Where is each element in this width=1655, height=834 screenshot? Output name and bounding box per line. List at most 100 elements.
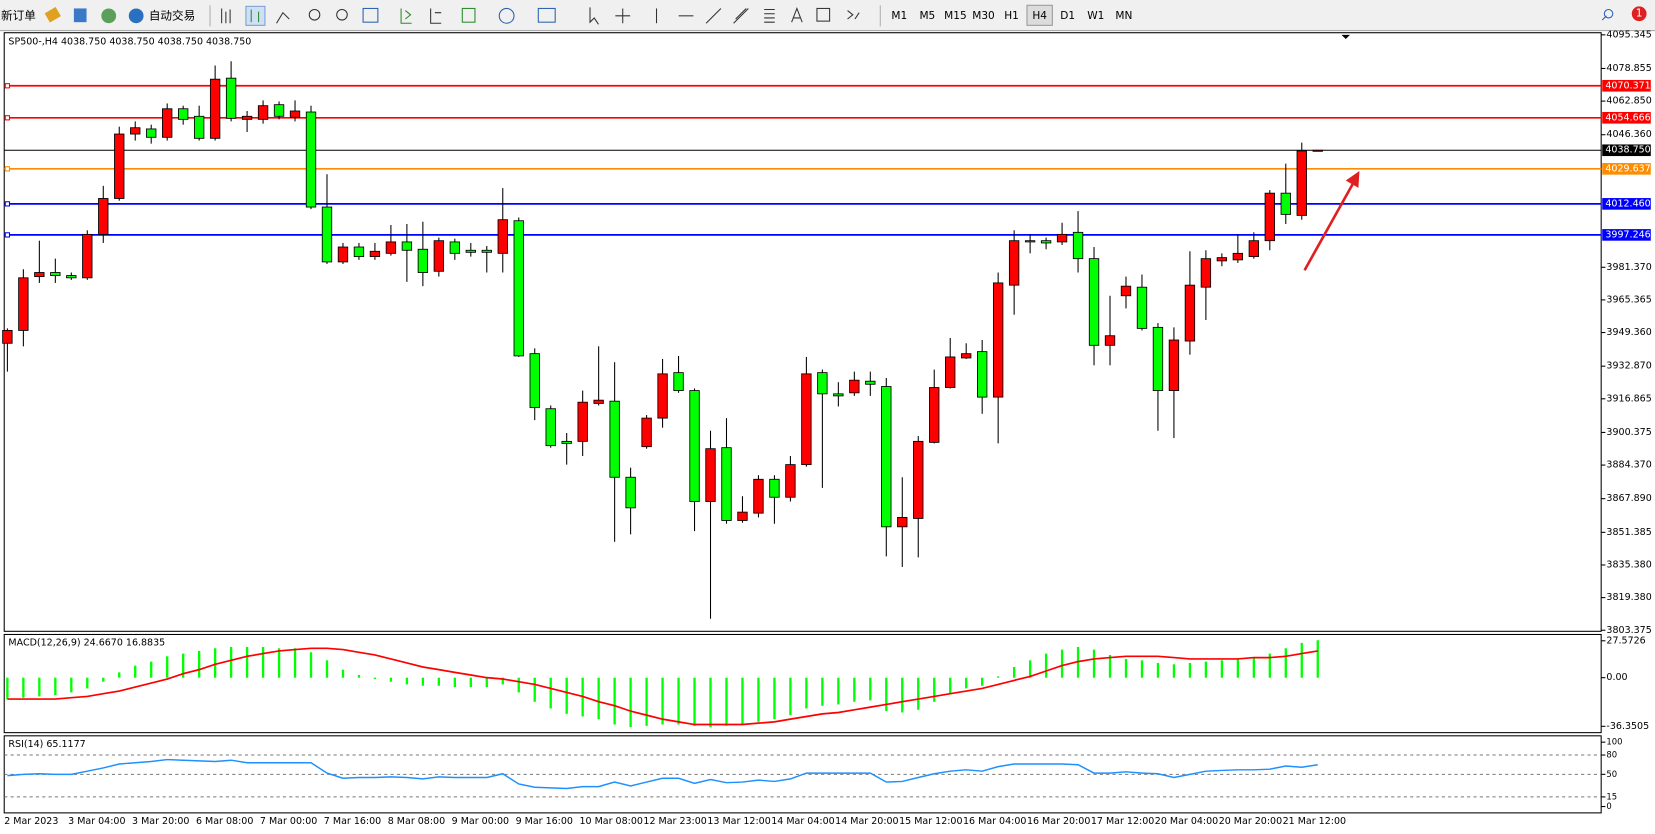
candle-body <box>82 233 93 279</box>
level-label: 4029.637 <box>1605 163 1650 174</box>
timeframe-button[interactable]: M1 <box>891 10 907 22</box>
candle-body <box>465 249 476 253</box>
x-tick-label: 15 Mar 12:00 <box>899 816 962 827</box>
x-tick-label: 2 Mar 2023 <box>4 816 58 827</box>
x-tick-label: 20 Mar 20:00 <box>1219 816 1282 827</box>
indicator-label: RSI(14) 65.1177 <box>8 739 85 750</box>
level-label-bg <box>1602 229 1651 241</box>
timeframe-button[interactable]: D1 <box>1060 10 1075 22</box>
level-handle <box>4 201 11 207</box>
notification-badge[interactable] <box>1631 6 1647 22</box>
candle-body <box>337 246 349 263</box>
candle-body <box>417 248 429 273</box>
x-tick-label: 14 Mar 20:00 <box>835 816 898 827</box>
chart-type-icons[interactable] <box>221 5 1614 27</box>
candle-body <box>561 440 572 444</box>
chart-title: SP500-,H4 4038.750 4038.750 4038.750 403… <box>8 37 251 48</box>
indicators-icon[interactable] <box>461 7 476 23</box>
candle-body <box>1040 240 1052 244</box>
level-label: 4070.371 <box>1605 80 1650 91</box>
arrows-icon[interactable] <box>847 10 860 20</box>
candle-body <box>769 478 780 498</box>
candle-body <box>913 440 924 519</box>
text-icon[interactable] <box>791 6 803 23</box>
candle-body <box>1264 192 1275 242</box>
toolbar-bg <box>0 0 1655 31</box>
candle-body <box>865 380 876 385</box>
y-tick-label: 4078.855 <box>1606 63 1651 74</box>
candle-body <box>18 277 29 331</box>
candle-body <box>721 447 732 521</box>
crosshair-icon[interactable] <box>615 8 631 24</box>
notification-count[interactable]: 1 <box>1636 8 1643 20</box>
candle-body <box>1232 252 1244 261</box>
y-tick-label: 3965.365 <box>1606 294 1651 305</box>
y-tick-label: 27.5726 <box>1606 635 1645 646</box>
y-tick-label: 3819.380 <box>1606 592 1651 603</box>
candle-body <box>481 249 492 253</box>
tile-icon[interactable] <box>362 7 379 23</box>
candle-body <box>657 373 668 419</box>
candle-body <box>976 351 988 398</box>
periods-icon[interactable] <box>498 7 515 24</box>
candle-body <box>609 400 620 478</box>
y-tick-label: 0 <box>1606 801 1611 811</box>
candle-body <box>1152 326 1164 392</box>
auto-trading-icon[interactable] <box>128 8 144 24</box>
candle-body <box>545 408 556 447</box>
auto-trading-button[interactable]: 自动交易 <box>149 8 195 22</box>
timeframe-button[interactable]: M30 <box>972 10 995 22</box>
level-label-bg <box>1602 111 1651 124</box>
candle-body <box>881 386 892 528</box>
candle-body <box>449 241 461 254</box>
level-handle <box>4 83 11 89</box>
candle-body <box>193 115 205 139</box>
icon[interactable] <box>101 8 117 24</box>
x-tick-label: 6 Mar 08:00 <box>196 816 253 827</box>
x-tick-label: 3 Mar 04:00 <box>68 816 125 827</box>
candle-glyph[interactable] <box>250 9 260 23</box>
timeframe-button[interactable]: W1 <box>1087 10 1104 22</box>
y-tick-label: 3835.380 <box>1606 559 1651 570</box>
timeframe-button[interactable]: M15 <box>944 10 967 22</box>
timeframe-button[interactable]: H4 <box>1032 10 1047 22</box>
timeframe-button[interactable]: M5 <box>919 10 935 22</box>
candle-body <box>1184 284 1196 342</box>
trendline-icon[interactable] <box>705 8 722 24</box>
candle-icon[interactable] <box>245 5 266 26</box>
timeframe-button[interactable]: H1 <box>1004 10 1019 22</box>
x-tick-label: 16 Mar 04:00 <box>963 816 1026 827</box>
candle-body <box>369 250 381 258</box>
candle-body <box>1280 192 1291 215</box>
candle-body <box>929 387 940 443</box>
candle-body <box>1136 286 1148 329</box>
y-tick-label: 50 <box>1606 769 1617 779</box>
candle-body <box>513 220 524 357</box>
line-chart-icon[interactable] <box>276 11 290 24</box>
candle-body <box>1072 231 1084 260</box>
label-icon[interactable] <box>816 7 831 22</box>
zoom-out-icon[interactable] <box>336 8 348 21</box>
candle-body <box>273 104 285 117</box>
timeframe-button[interactable]: MN <box>1115 10 1132 22</box>
candle-body <box>753 478 764 514</box>
x-tick-label: 9 Mar 16:00 <box>516 816 573 827</box>
cursor-icon[interactable] <box>589 7 599 25</box>
new-order-button[interactable]: 新订单 <box>1 8 36 22</box>
y-tick-label: 4095.345 <box>1606 29 1651 40</box>
icon[interactable] <box>44 7 61 23</box>
candle-body <box>114 133 125 199</box>
candle-body <box>817 372 828 395</box>
channel-icon[interactable] <box>733 8 749 24</box>
template-icon[interactable] <box>537 7 556 23</box>
bar-chart-icon[interactable] <box>221 8 231 24</box>
icon[interactable] <box>73 8 87 23</box>
y-tick-label: 3949.360 <box>1606 327 1651 338</box>
search-icon-lens[interactable] <box>1603 8 1614 19</box>
zoom-in-icon[interactable] <box>308 8 321 21</box>
shift-icon[interactable] <box>430 8 442 24</box>
candle-body <box>353 246 365 258</box>
fibo-icon[interactable] <box>764 8 775 23</box>
autoscroll-icon[interactable] <box>400 8 412 24</box>
